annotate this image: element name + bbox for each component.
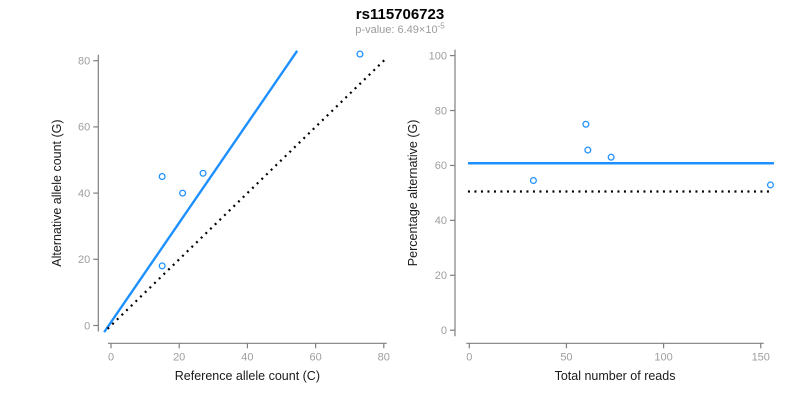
y-tick-label: 40 bbox=[78, 188, 90, 200]
x-tick-label: 20 bbox=[173, 351, 185, 363]
y-axis-title: Percentage alternative (G) bbox=[406, 120, 420, 267]
data-point bbox=[179, 189, 187, 197]
x-tick-label: 0 bbox=[466, 351, 472, 363]
p-value-text: p-value: 6.49×10 bbox=[355, 24, 438, 36]
data-point bbox=[158, 173, 166, 181]
y-axis-title: Alternative allele count (G) bbox=[50, 119, 64, 266]
y-tick-label: 0 bbox=[84, 320, 90, 332]
data-point bbox=[529, 177, 537, 185]
data-point bbox=[158, 262, 166, 270]
y-tick-label: 60 bbox=[78, 122, 90, 134]
y-tick-label: 80 bbox=[78, 56, 90, 68]
data-point bbox=[766, 181, 774, 189]
y-tick-label: 0 bbox=[441, 325, 447, 337]
x-tick-label: 80 bbox=[378, 351, 390, 363]
x-axis-title: Reference allele count (C) bbox=[175, 369, 320, 383]
x-tick-label: 60 bbox=[309, 351, 321, 363]
identity-line bbox=[106, 57, 388, 330]
p-value-exponent: -5 bbox=[437, 21, 445, 31]
y-tick-label: 80 bbox=[435, 105, 447, 117]
x-tick-label: 0 bbox=[108, 351, 114, 363]
fit-line bbox=[103, 50, 299, 333]
p-value-subtitle: p-value: 6.49×10-5 bbox=[0, 21, 800, 36]
y-tick-label: 60 bbox=[435, 160, 447, 172]
data-point bbox=[607, 153, 615, 161]
data-point bbox=[582, 120, 590, 128]
x-axis-title: Total number of reads bbox=[555, 369, 676, 383]
x-tick-label: 40 bbox=[241, 351, 253, 363]
x-tick-label: 50 bbox=[560, 351, 572, 363]
data-point bbox=[199, 169, 207, 177]
y-tick-label: 20 bbox=[78, 254, 90, 266]
data-point bbox=[584, 146, 592, 154]
y-tick-label: 40 bbox=[435, 215, 447, 227]
y-tick-label: 100 bbox=[429, 50, 447, 62]
data-point bbox=[356, 50, 364, 58]
x-tick-label: 150 bbox=[752, 351, 770, 363]
page-title: rs115706723 bbox=[355, 6, 445, 23]
y-tick-label: 20 bbox=[435, 270, 447, 282]
x-tick-label: 100 bbox=[654, 351, 672, 363]
